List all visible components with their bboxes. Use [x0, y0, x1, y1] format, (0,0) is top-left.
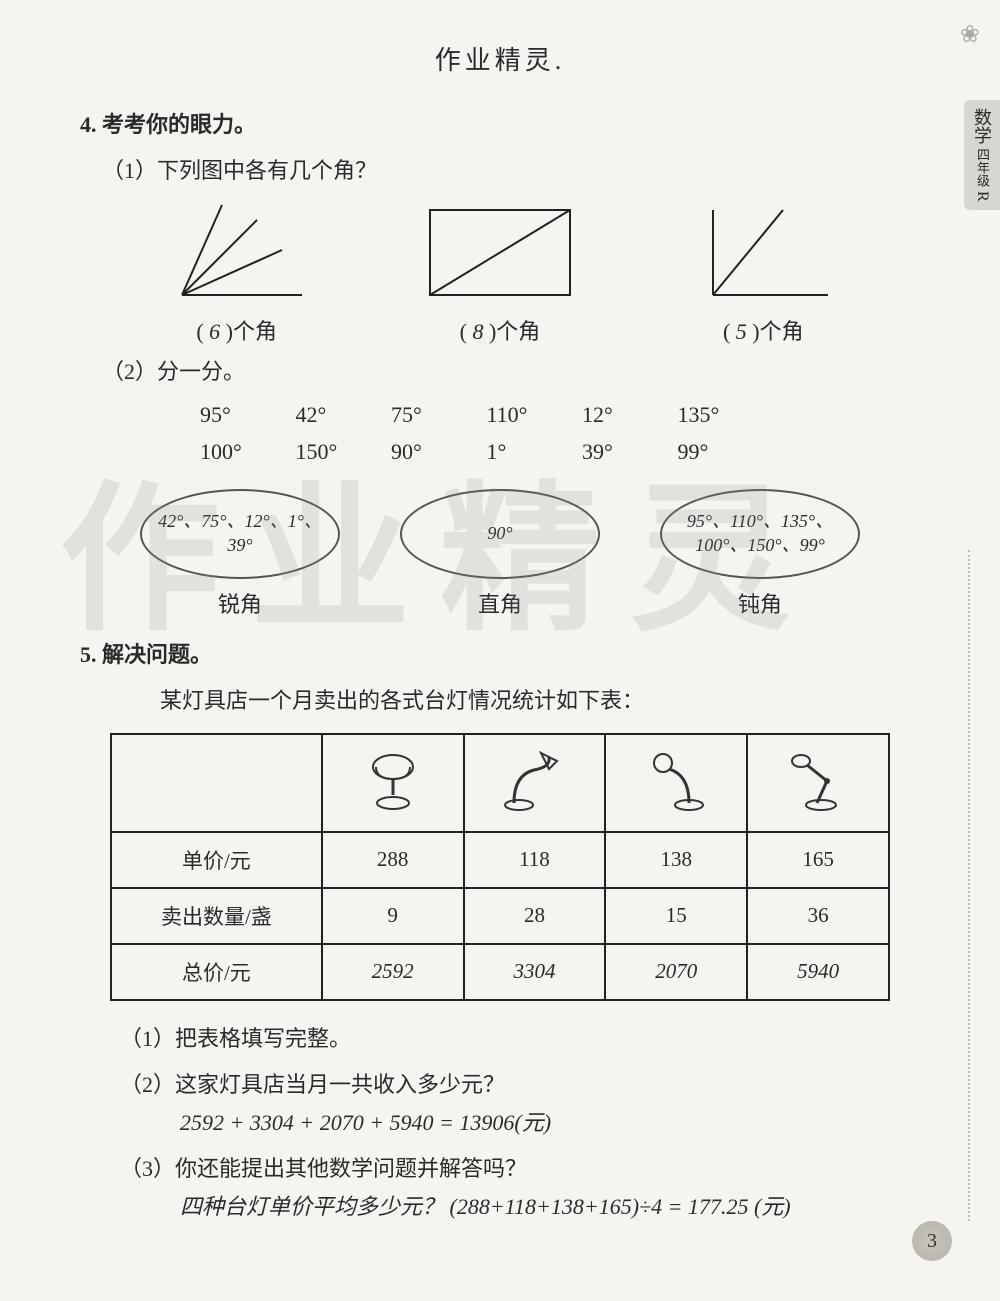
table-row: 单价/元 288 118 138 165 — [111, 832, 889, 888]
table-row: 总价/元 2592 3304 2070 5940 — [111, 944, 889, 1000]
q5-intro: 某灯具店一个月卖出的各式台灯情况统计如下表： — [160, 683, 920, 715]
corner-decoration: ❀ — [960, 20, 980, 49]
q5-qty-3: 15 — [605, 888, 747, 944]
q5-price-2: 118 — [464, 832, 606, 888]
q5-total-3: 2070 — [605, 944, 747, 1000]
q4-sub1: （1）下列图中各有几个角？ — [102, 153, 920, 185]
q4-angles-row1: 95° 42° 75° 110° 12° 135° — [200, 396, 860, 433]
q4-fig1: ( 6 )个角 — [162, 195, 312, 346]
side-tab-badge: R — [974, 191, 991, 202]
table-row — [111, 734, 889, 832]
q4-group-right: 90° 直角 — [390, 489, 610, 619]
q4-fig1-answer: 6 — [209, 319, 220, 344]
q4-sub2: （2）分一分。 — [102, 354, 920, 386]
right-angle-ray-icon — [688, 195, 838, 305]
q4-fig3-answer: 5 — [736, 319, 747, 344]
q5-sub3: （3）你还能提出其他数学问题并解答吗？ — [120, 1151, 920, 1183]
q5-sub2: （2）这家灯具店当月一共收入多少元？ — [120, 1067, 920, 1099]
q5-total-1: 2592 — [322, 944, 464, 1000]
q4-angles-row2: 100° 150° 90° 1° 39° 99° — [200, 433, 860, 470]
q5-rowhdr-price: 单价/元 — [111, 832, 322, 888]
q4-figures-row: ( 6 )个角 ( 8 )个角 ( 5 )个角 — [110, 195, 890, 346]
q5-lamp2-icon-cell — [464, 734, 606, 832]
page-number: 3 — [912, 1221, 952, 1261]
q5-sub2-answer: 2592 + 3304 + 2070 + 5940 = 13906(元) — [180, 1105, 920, 1137]
goose-lamp-icon — [499, 745, 569, 815]
q5-rowhdr-total: 总价/元 — [111, 944, 322, 1000]
side-tab-subject: 数学 — [972, 108, 992, 144]
arm-lamp-icon — [783, 745, 853, 815]
q5-qty-1: 9 — [322, 888, 464, 944]
q4-right-label: 直角 — [390, 587, 610, 619]
q5-price-3: 138 — [605, 832, 747, 888]
q4-fig1-caption: ( 6 )个角 — [162, 314, 312, 346]
q4-obtuse-oval: 95°、110°、135°、100°、150°、99° — [660, 489, 860, 579]
q4-fig2: ( 8 )个角 — [415, 195, 585, 346]
q4-acute-label: 锐角 — [130, 587, 350, 619]
q4-angle-list: 95° 42° 75° 110° 12° 135° 100° 150° 90° … — [200, 396, 860, 471]
q4-fig2-caption: ( 8 )个角 — [415, 314, 585, 346]
q5-lamp4-icon-cell — [747, 734, 889, 832]
q5-qty-4: 36 — [747, 888, 889, 944]
q4-obtuse-label: 钝角 — [650, 587, 870, 619]
angle-fan-icon — [162, 195, 312, 305]
side-tab: 数学 四年级 R — [964, 100, 1000, 210]
q4-group-obtuse: 95°、110°、135°、100°、150°、99° 钝角 — [650, 489, 870, 619]
q4-fig2-answer: 8 — [472, 319, 483, 344]
table-lamp-icon — [358, 745, 428, 815]
page-dotted-edge — [968, 550, 970, 1221]
q4-groups-row: 42°、75°、12°、1°、39° 锐角 90° 直角 95°、110°、13… — [110, 489, 890, 619]
q5-lamp3-icon-cell — [605, 734, 747, 832]
q5-title: 5. 解决问题。 — [80, 637, 920, 669]
q5-price-1: 288 — [322, 832, 464, 888]
q5-qty-2: 28 — [464, 888, 606, 944]
q5-rowhdr-qty: 卖出数量/盏 — [111, 888, 322, 944]
q5-sub3-answer: 四种台灯单价平均多少元？ (288+118+138+165)÷4 = 177.2… — [180, 1189, 920, 1221]
q5-table: 单价/元 288 118 138 165 卖出数量/盏 9 28 15 36 总… — [110, 733, 890, 1001]
desk-lamp-icon — [641, 745, 711, 815]
q5-sub1: （1）把表格填写完整。 — [120, 1021, 920, 1053]
q4-fig3-caption: ( 5 )个角 — [688, 314, 838, 346]
q4-group-acute: 42°、75°、12°、1°、39° 锐角 — [130, 489, 350, 619]
q5-price-4: 165 — [747, 832, 889, 888]
table-row: 卖出数量/盏 9 28 15 36 — [111, 888, 889, 944]
q5-lamp1-icon-cell — [322, 734, 464, 832]
q5-total-4: 5940 — [747, 944, 889, 1000]
q5-header-blank — [111, 734, 322, 832]
rect-diagonal-icon — [415, 195, 585, 305]
header-title: 作业精灵. — [80, 40, 920, 77]
side-tab-grade: 四年级 — [975, 148, 990, 187]
q5-total-2: 3304 — [464, 944, 606, 1000]
page: ❀ 作业精灵. 数学 四年级 R 作业精灵 4. 考考你的眼力。 （1）下列图中… — [0, 0, 1000, 1301]
q4-right-oval: 90° — [400, 489, 600, 579]
q4-fig3: ( 5 )个角 — [688, 195, 838, 346]
q4-acute-oval: 42°、75°、12°、1°、39° — [140, 489, 340, 579]
q4-title: 4. 考考你的眼力。 — [80, 107, 920, 139]
